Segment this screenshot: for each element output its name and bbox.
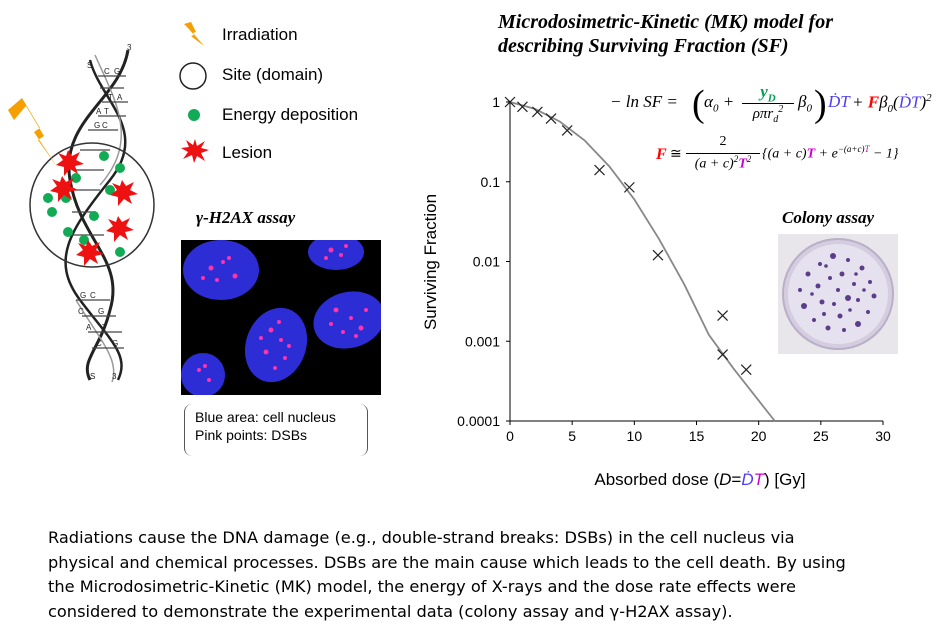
caption-line: Radiations cause the DNA damage (e.g., d…	[48, 528, 795, 547]
base-letter: G	[94, 121, 100, 130]
chart-axes	[509, 102, 883, 422]
caption: Radiations cause the DNA damage (e.g., d…	[48, 526, 938, 624]
surviving-fraction-chart: 0 5 10 15 20 25 30 1 0.1 0.01 0.001 0.0001 Survivin…	[421, 94, 891, 489]
x-tick-label: 20	[751, 428, 767, 444]
legend-label-irradiation: Irradiation	[222, 25, 298, 44]
green-dot-icon	[188, 109, 200, 121]
base-letter: C	[96, 339, 102, 348]
base-letter: T	[102, 323, 107, 332]
base-letter: T	[104, 107, 109, 116]
strand-label: S	[90, 372, 95, 381]
strand-label: S	[87, 61, 92, 70]
x-tick-label: 10	[627, 428, 643, 444]
colony-title: Colony assay	[782, 208, 875, 227]
base-letter: A	[117, 93, 123, 102]
x-tick-label: 5	[568, 428, 576, 444]
chart-xlabel: Absorbed dose (D=ḊT) [Gy]	[594, 470, 805, 489]
base-letter: G	[114, 67, 120, 76]
sf-formula: − ln SF = ( α0 + yD ρπrd2 β0 ) ḊT + Fβ0(…	[610, 82, 932, 125]
base-letter: C	[102, 121, 108, 130]
caption-line: physical and chemical processes. DSBs ar…	[48, 552, 846, 572]
data-point-x-marker	[561, 125, 573, 136]
irradiation-bolt-icon	[8, 98, 58, 168]
colony-assay-photo	[778, 234, 898, 354]
legend-label-energy: Energy deposition	[222, 105, 359, 124]
legend-label-lesion: Lesion	[222, 143, 273, 162]
data-point-x-marker	[717, 310, 729, 321]
strand-label: 3	[112, 372, 117, 381]
x-tick-label: 25	[813, 428, 829, 444]
h2ax-legend-note: Blue area: cell nucleus Pink points: DSB…	[184, 404, 368, 456]
h2ax-title: γ-H2AX assay	[196, 208, 296, 227]
fit-curve-line	[509, 101, 776, 422]
chart-curve-group	[509, 101, 776, 422]
data-point-x-marker	[517, 101, 528, 113]
data-point-x-marker	[623, 181, 635, 193]
base-letter: G	[112, 339, 118, 348]
x-tick-label: 0	[506, 428, 514, 444]
legend-label-site: Site (domain)	[222, 65, 324, 84]
base-letter: C	[78, 307, 84, 316]
legend: Irradiation Site (domain) Energy deposit…	[178, 20, 378, 170]
caption-line: the Microdosimetric-Kinetic (MK) model, …	[48, 577, 796, 596]
base-letter: T	[108, 93, 113, 102]
y-tick-label: 0.01	[473, 254, 500, 270]
site-domain-circle	[29, 142, 155, 268]
dna-strand-front	[67, 49, 130, 381]
model-title-line1: Microdosimetric-Kinetic (MK) model for	[498, 11, 833, 33]
h2ax-note-nucleus: Blue area: cell nucleus	[195, 409, 336, 425]
strand-label: 3	[127, 43, 132, 52]
y-tick-label: 0.0001	[457, 413, 500, 429]
lightning-bolt-icon	[184, 22, 204, 46]
data-point-x-marker	[545, 113, 557, 124]
y-tick-label: 0.001	[465, 333, 500, 349]
data-point-x-marker	[531, 106, 543, 118]
data-point-x-marker	[740, 364, 752, 376]
f-formula: F ≅ 2 (a + c)2T2 {(a + c)T + e−(a+c)T − …	[656, 134, 899, 172]
dna-illustration: S 3 S 3 C G T A A T G C G C C G A T C G	[8, 43, 155, 383]
h2ax-micrograph	[181, 240, 381, 395]
lesion-marks	[50, 150, 138, 266]
base-letter: A	[86, 323, 92, 332]
x-tick-label: 30	[875, 428, 891, 444]
model-title: Microdosimetric-Kinetic (MK) model for d…	[498, 10, 833, 58]
data-point-x-marker	[594, 164, 605, 176]
chart-ylabel: Surviving Fraction	[421, 194, 440, 330]
h2ax-note-dsbs: Pink points: DSBs	[195, 427, 308, 443]
chart-ticks-group: 0 5 10 15 20 25 30 1 0.1 0.01 0.001 0.0001	[457, 94, 891, 444]
data-point-x-marker	[717, 349, 729, 361]
red-star-icon	[181, 139, 209, 163]
base-letter: C	[104, 67, 110, 76]
x-tick-label: 15	[689, 428, 705, 444]
caption-line: considered to demonstrate the experiment…	[48, 601, 733, 621]
model-title-line2: describing Surviving Fraction (SF)	[498, 35, 789, 57]
y-tick-label: 0.1	[481, 174, 501, 190]
y-tick-label: 1	[492, 94, 500, 110]
base-letter: C	[90, 291, 96, 300]
chart-points-group	[504, 96, 752, 376]
circle-icon	[179, 62, 207, 90]
base-letter: A	[96, 107, 102, 116]
data-point-x-marker	[652, 249, 664, 261]
base-letter: G	[80, 291, 86, 300]
base-letter: G	[98, 307, 104, 316]
